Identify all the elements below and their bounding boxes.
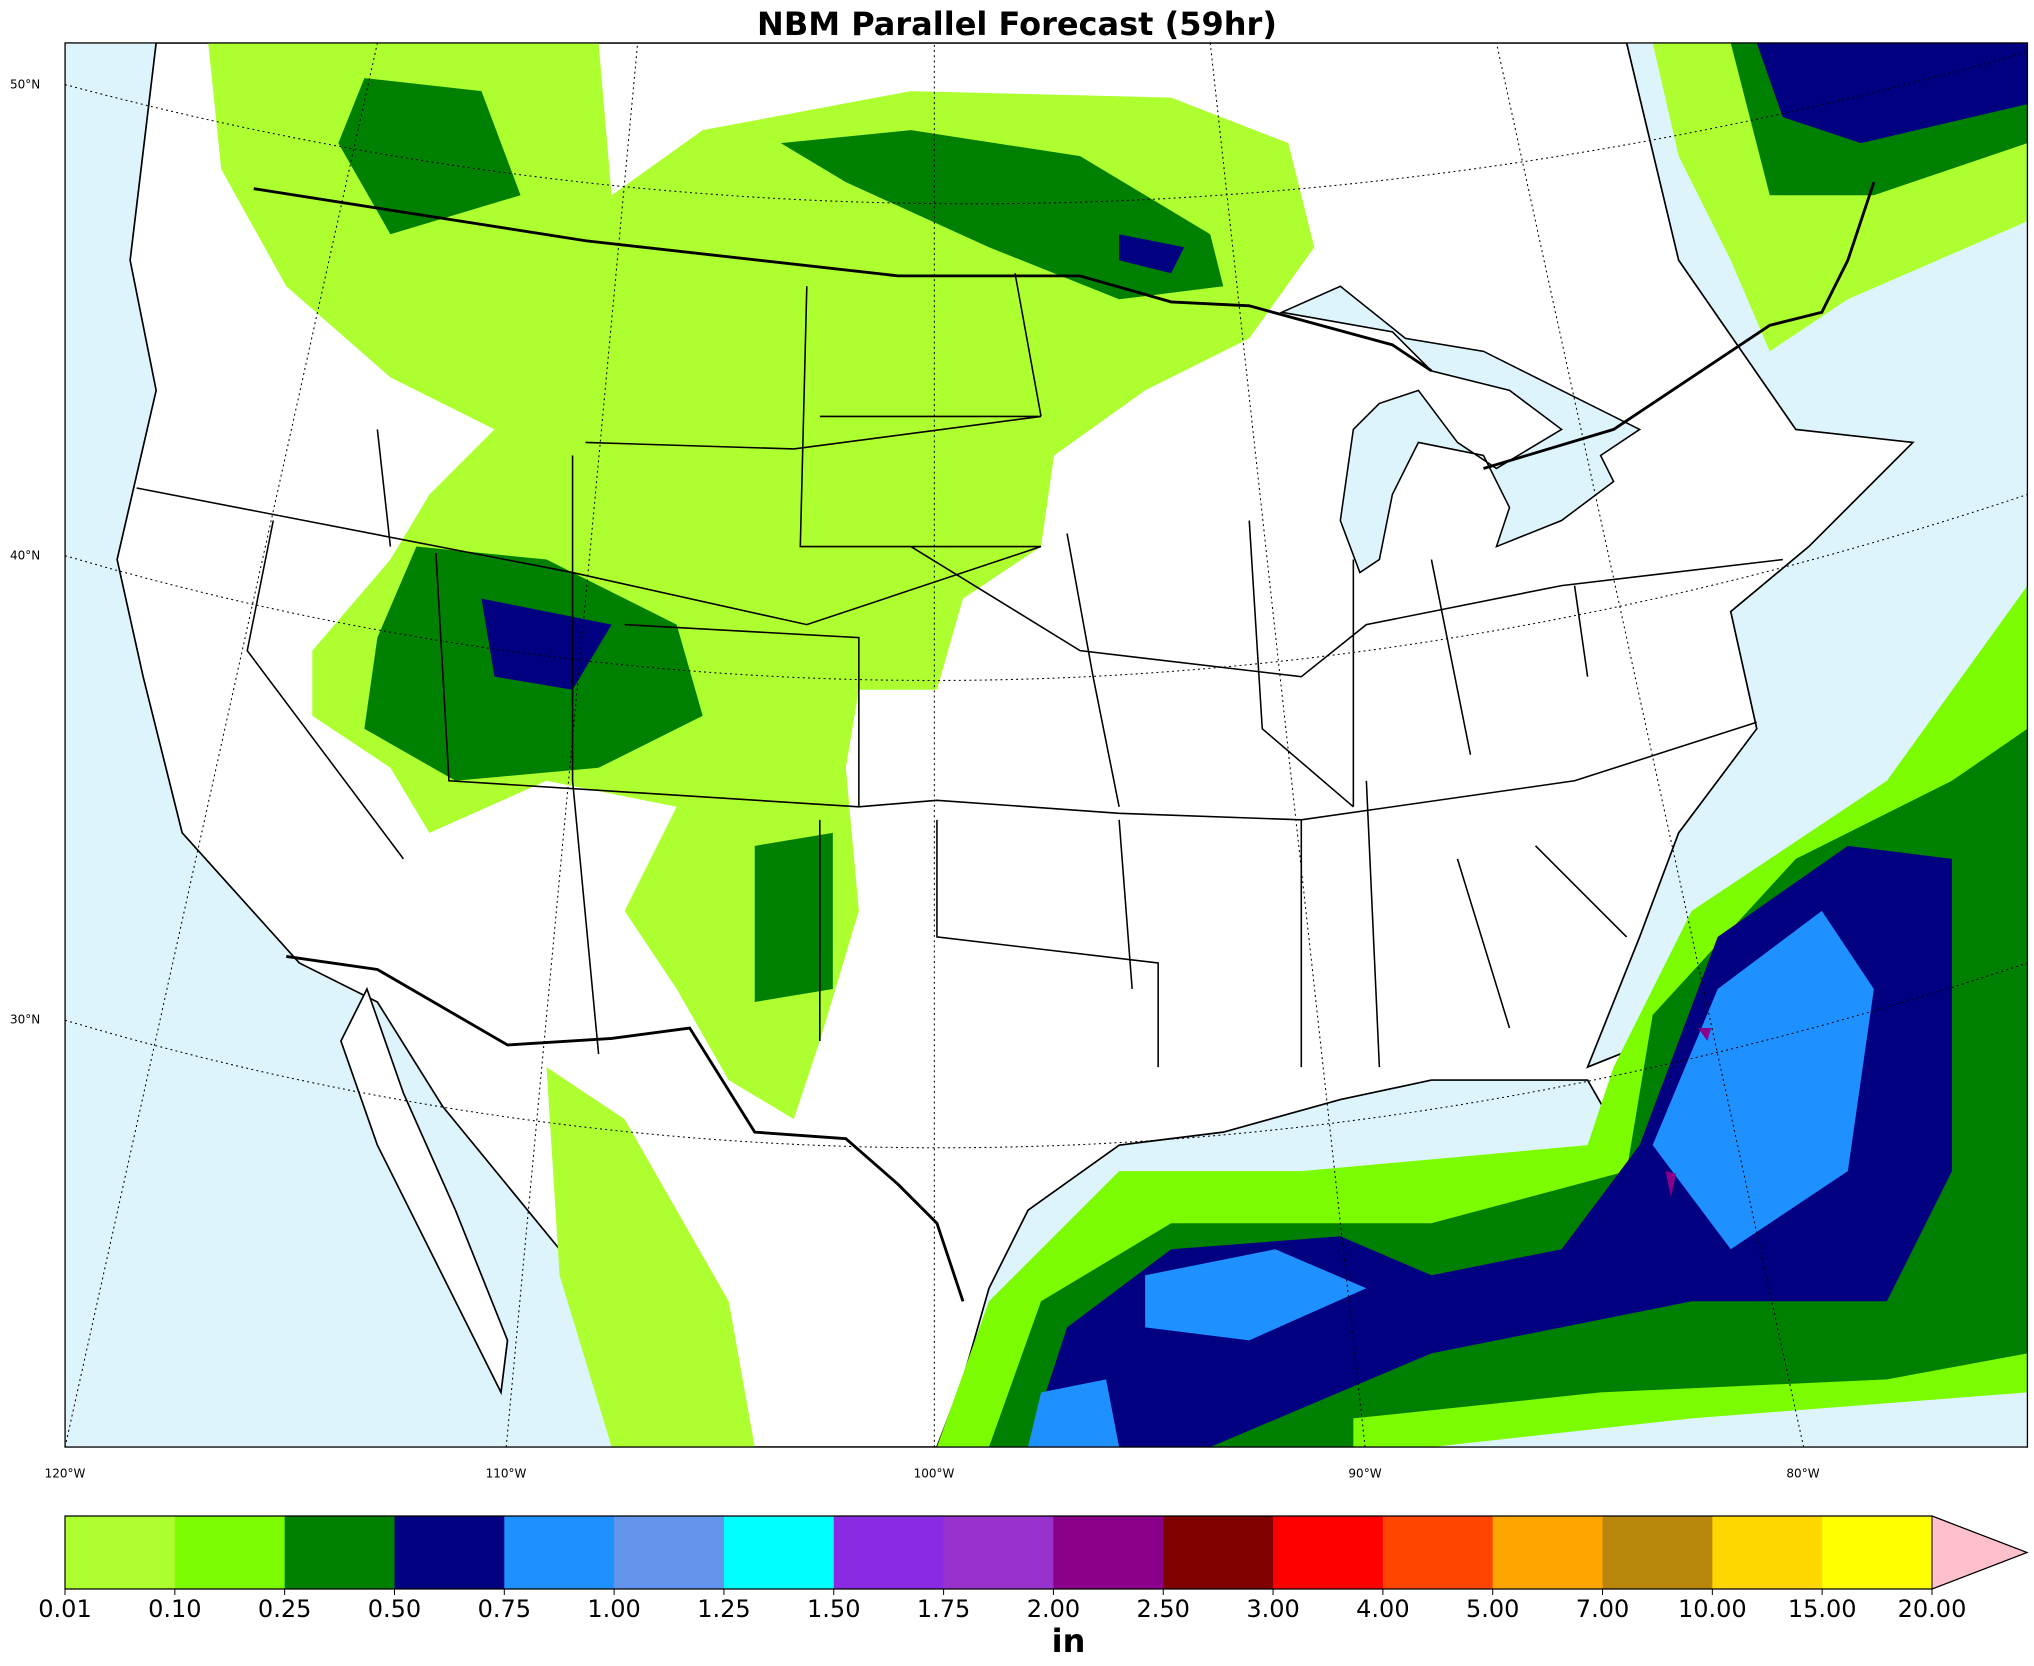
colorbar-segment	[1712, 1516, 1823, 1589]
colorbar-segment	[174, 1516, 286, 1589]
colorbar-extend	[1931, 1515, 2029, 1590]
map-frame	[64, 42, 2029, 1448]
precip	[1665, 1028, 1712, 1198]
precip	[208, 42, 1315, 1120]
colorbar-label: 2.50	[1137, 1595, 1190, 1623]
colorbar-label: 1.00	[587, 1595, 640, 1623]
lon-label: 80°W	[1786, 1467, 1819, 1481]
colorbar-segment	[1273, 1516, 1384, 1589]
colorbar: 0.01 0.10 0.25 0.50 0.75 1.00 1.25 1.50 1.75 2.00…	[38, 1515, 2029, 1660]
colorbar-label: 0.01	[38, 1595, 91, 1623]
state-lines	[136, 273, 1783, 1068]
colorbar-label: 10.00	[1678, 1595, 1747, 1623]
precip	[1756, 42, 2028, 144]
colorbar-label: 3.00	[1246, 1595, 1299, 1623]
colorbar-label: 0.75	[478, 1595, 531, 1623]
lat-label: 50°N	[10, 78, 40, 92]
great-lakes	[1279, 285, 1642, 574]
colorbar-label: 0.10	[148, 1595, 201, 1623]
colorbar-label: 4.00	[1356, 1595, 1409, 1623]
lon-label: 120°W	[45, 1467, 86, 1481]
colorbar-label: 15.00	[1788, 1595, 1857, 1623]
colorbar-segment	[1602, 1516, 1713, 1589]
us-mexico-border	[286, 955, 965, 1302]
colorbar-label: 0.25	[258, 1595, 311, 1623]
colorbar-segment	[1163, 1516, 1274, 1589]
colorbar-segment	[504, 1516, 615, 1589]
colorbar-segment	[1492, 1516, 1604, 1589]
colorbar-label: 20.00	[1898, 1595, 1967, 1623]
colorbar-segment	[284, 1516, 395, 1589]
lon-label: 110°W	[486, 1467, 527, 1481]
colorbar-label: 1.75	[917, 1595, 970, 1623]
colorbar-label: 5.00	[1466, 1595, 1519, 1623]
colorbar-label: 7.00	[1576, 1595, 1629, 1623]
colorbar-segment	[1822, 1516, 1933, 1589]
colorbar-segment	[943, 1516, 1054, 1589]
lat-label: 30°N	[10, 1013, 40, 1027]
colorbar-segment	[394, 1516, 505, 1589]
colorbar-segment	[1053, 1516, 1164, 1589]
colorbar-segment	[1382, 1516, 1494, 1589]
colorbar-label: 1.50	[807, 1595, 860, 1623]
colorbar-segment	[65, 1516, 176, 1589]
colorbar-label: 1.25	[697, 1595, 750, 1623]
lon-label: 90°W	[1348, 1467, 1381, 1481]
colorbar-label: 2.00	[1027, 1595, 1080, 1623]
map	[64, 42, 2029, 1448]
precip	[1028, 910, 1874, 1448]
us-canada-border	[253, 181, 1876, 470]
colorbar-segment	[723, 1516, 835, 1589]
graticule	[65, 42, 2028, 1448]
precip	[481, 234, 1185, 690]
title: NBM Parallel Forecast (59hr)	[757, 5, 1277, 43]
lon-label: 100°W	[914, 1467, 955, 1481]
precip	[338, 78, 1224, 1003]
baja	[340, 986, 509, 1396]
lat-label: 40°N	[10, 549, 40, 563]
colorbar-segment	[614, 1516, 725, 1589]
colorbar-label: 0.50	[368, 1595, 421, 1623]
colorbar-segment	[833, 1516, 945, 1589]
colorbar-unit: in	[1052, 1622, 1086, 1660]
colorbar-outline	[64, 1515, 2029, 1590]
